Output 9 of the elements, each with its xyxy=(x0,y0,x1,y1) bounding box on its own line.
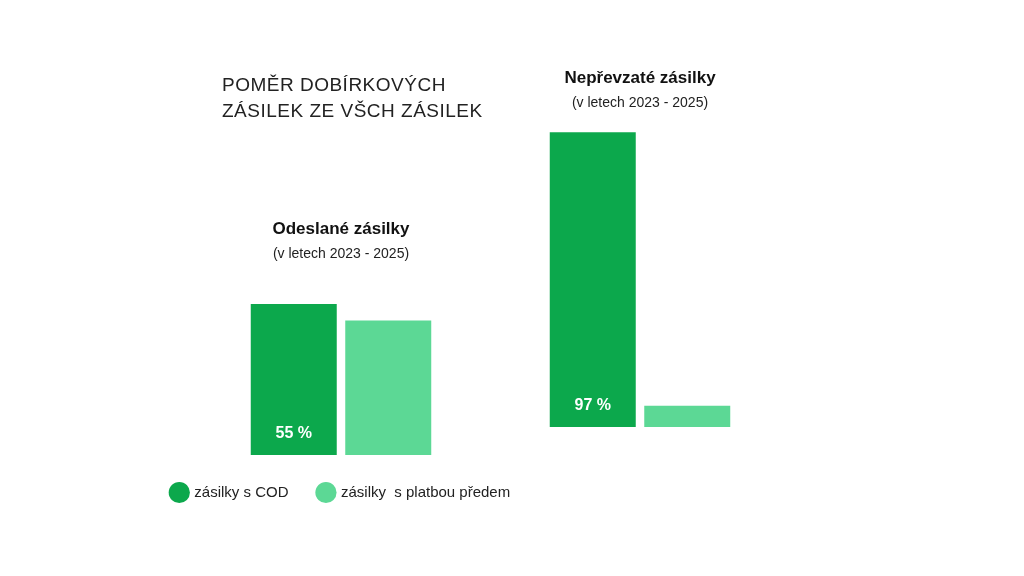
chart-subtitle: (v letech 2023 - 2025) xyxy=(272,244,410,261)
legend-label: zásilky s COD xyxy=(194,482,289,500)
text: POMĚR DOBÍRKOVÝCH ZÁSILEK ZE VŠCH ZÁSILEK xyxy=(222,73,483,123)
legend-label: zásilky s platbou předem xyxy=(340,482,511,500)
data-label: 55 % xyxy=(275,424,312,442)
chart-title: Odeslané zásilky xyxy=(272,218,411,238)
data-label: 97 % xyxy=(574,396,611,414)
chart-title: Nepřevzaté zásilky xyxy=(564,67,717,87)
chart-subtitle: (v letech 2023 - 2025) xyxy=(571,93,709,110)
